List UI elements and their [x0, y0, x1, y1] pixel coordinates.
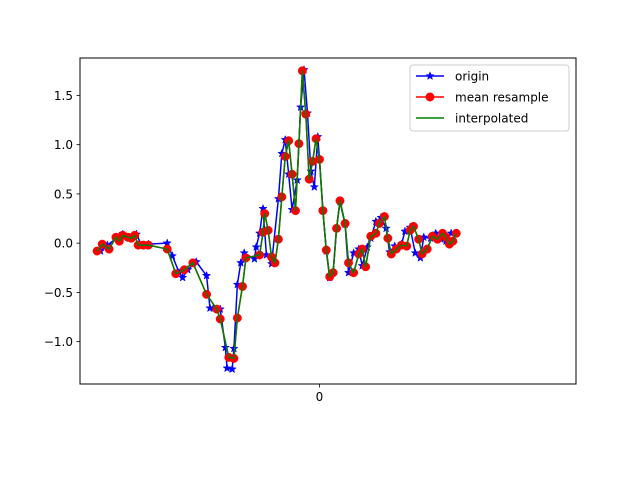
data-point	[201, 270, 212, 280]
legend-label: origin	[455, 70, 489, 84]
data-point	[410, 248, 420, 257]
y-tick-label: 1.5	[54, 89, 73, 103]
legend: origin mean resample interpolated	[409, 64, 570, 132]
y-tick-label: −1.0	[44, 335, 73, 349]
legend-label: mean resample	[455, 91, 549, 105]
axes-frame	[79, 57, 577, 385]
legend-box	[409, 64, 570, 132]
data-point	[309, 182, 319, 191]
series-interpolated	[96, 70, 457, 360]
x-axis: 0	[316, 384, 324, 404]
data-point	[177, 272, 188, 282]
y-tick-label: 0.5	[54, 187, 73, 201]
data-point	[220, 342, 231, 352]
legend-entry: origin	[416, 70, 489, 84]
legend-marker	[425, 92, 435, 102]
y-tick-label: −0.5	[44, 286, 73, 300]
legend-marker	[425, 71, 435, 80]
legend-entries: origin mean resample interpolated	[416, 70, 549, 126]
series-line	[96, 70, 457, 360]
y-axis: 1.5 1.0 0.5 0.0 −0.5 −1.0	[44, 89, 80, 349]
legend-entry: interpolated	[416, 112, 528, 126]
legend-label: interpolated	[455, 112, 528, 126]
data-point	[222, 363, 232, 373]
data-point	[227, 364, 237, 374]
x-tick-label: 0	[316, 390, 324, 404]
data-point	[251, 242, 261, 252]
legend-entry: mean resample	[416, 91, 549, 105]
y-tick-label: 1.0	[54, 138, 73, 152]
series-layer	[92, 64, 461, 374]
y-tick-label: 0.0	[54, 237, 73, 251]
